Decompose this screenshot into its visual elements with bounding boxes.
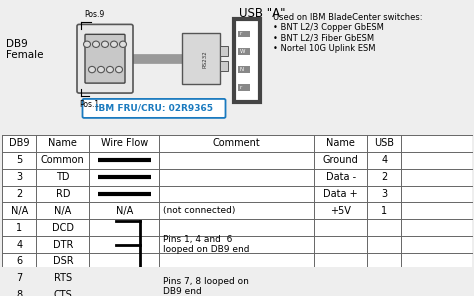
Text: Pins 1, 4 and  6
looped on DB9 end: Pins 1, 4 and 6 looped on DB9 end [163, 235, 249, 254]
Text: +5V: +5V [330, 206, 351, 216]
Circle shape [98, 66, 104, 73]
Text: DSR: DSR [53, 256, 73, 266]
Circle shape [110, 41, 118, 47]
FancyBboxPatch shape [77, 24, 133, 93]
Text: r: r [240, 31, 242, 36]
Text: 3: 3 [16, 172, 22, 182]
Circle shape [89, 66, 95, 73]
Bar [182, 33, 220, 84]
Text: 4: 4 [381, 155, 387, 165]
Circle shape [101, 41, 109, 47]
Text: 1: 1 [16, 223, 22, 233]
Bar [2, 135, 472, 296]
Text: 2: 2 [381, 172, 387, 182]
Text: USB "A": USB "A" [239, 7, 285, 20]
Text: N/A: N/A [116, 206, 133, 216]
Text: DB9: DB9 [9, 139, 29, 149]
Text: CTS: CTS [54, 290, 72, 296]
Text: DB9
Female: DB9 Female [6, 39, 44, 60]
Text: DCD: DCD [52, 223, 74, 233]
Circle shape [83, 41, 91, 47]
Text: (not connected): (not connected) [163, 206, 236, 215]
Bar [234, 19, 260, 102]
Text: W: W [240, 49, 246, 54]
Text: Name: Name [48, 139, 77, 149]
Text: Pins 7, 8 looped on
DB9 end: Pins 7, 8 looped on DB9 end [163, 277, 249, 296]
Text: N/A: N/A [10, 206, 28, 216]
Bar [238, 49, 250, 55]
Text: Data +: Data + [323, 189, 358, 199]
Circle shape [116, 66, 122, 73]
Text: RD: RD [55, 189, 70, 199]
Bar [220, 61, 228, 71]
Text: Pos.9: Pos.9 [84, 10, 104, 19]
Text: 4: 4 [16, 239, 22, 250]
Text: RTS: RTS [54, 273, 72, 283]
Text: Name: Name [326, 139, 355, 149]
Text: 1: 1 [381, 206, 387, 216]
Bar [238, 84, 250, 91]
Bar [0, 0, 474, 135]
Text: Used on IBM BladeCenter switches:
• BNT L2/3 Copper GbESM
• BNT L2/3 Fiber GbESM: Used on IBM BladeCenter switches: • BNT … [273, 13, 422, 53]
Text: 2: 2 [16, 189, 22, 199]
Bar [238, 30, 250, 37]
Text: Ground: Ground [323, 155, 358, 165]
Text: 7: 7 [16, 273, 22, 283]
Text: 6: 6 [16, 256, 22, 266]
Text: Wire Flow: Wire Flow [100, 139, 148, 149]
Text: N/A: N/A [54, 206, 72, 216]
Text: Data -: Data - [326, 172, 356, 182]
FancyBboxPatch shape [82, 99, 226, 118]
Text: N: N [240, 67, 244, 72]
Text: RS232: RS232 [202, 50, 207, 67]
FancyBboxPatch shape [85, 34, 125, 83]
Bar [220, 46, 228, 56]
Text: Comment: Comment [213, 139, 260, 149]
Text: Pos.1: Pos.1 [79, 100, 99, 109]
Circle shape [119, 41, 127, 47]
Bar [238, 66, 250, 73]
Text: 5: 5 [16, 155, 22, 165]
Text: USB: USB [374, 139, 394, 149]
Text: 3: 3 [381, 189, 387, 199]
Circle shape [92, 41, 100, 47]
Text: DTR: DTR [53, 239, 73, 250]
Text: r: r [240, 85, 242, 90]
Circle shape [107, 66, 113, 73]
Text: 8: 8 [16, 290, 22, 296]
Text: IBM FRU/CRU: 02R9365: IBM FRU/CRU: 02R9365 [95, 104, 213, 113]
Text: TD: TD [56, 172, 70, 182]
Text: Common: Common [41, 155, 85, 165]
